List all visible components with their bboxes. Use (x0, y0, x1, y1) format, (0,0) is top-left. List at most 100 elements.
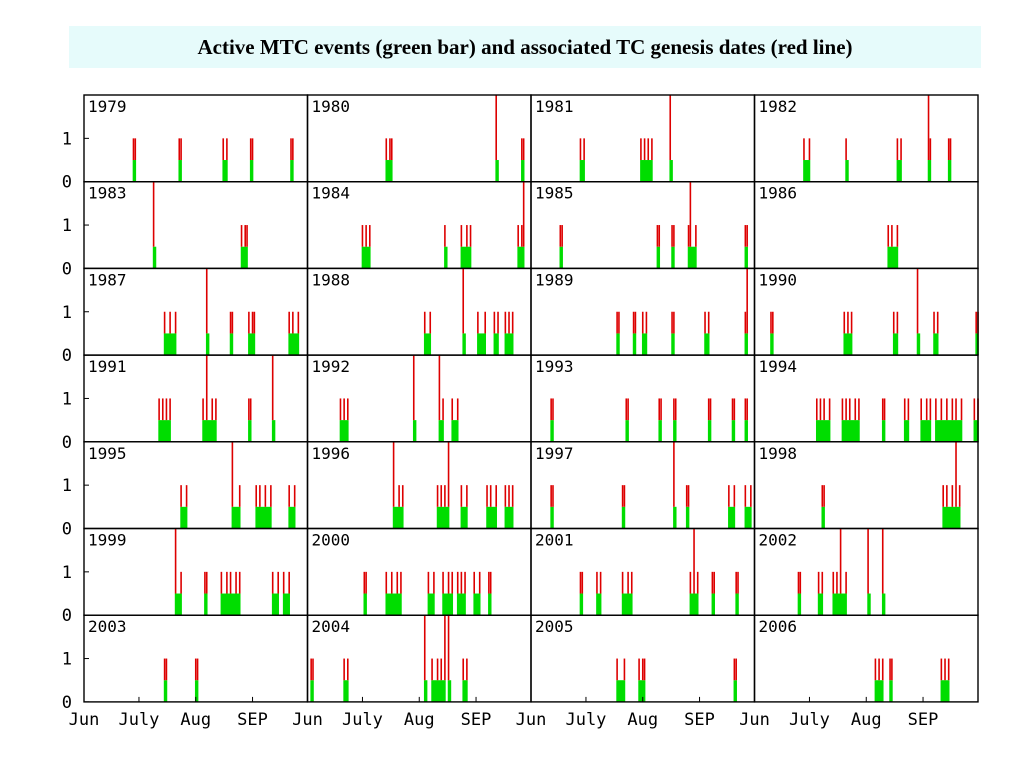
panel-year-label: 1998 (759, 444, 798, 463)
mtc-event-bar (427, 593, 435, 616)
panel-year-label: 1992 (312, 357, 351, 376)
panel-year-label: 1983 (88, 184, 127, 203)
mtc-event-bar (916, 333, 921, 356)
mtc-event-bar (255, 506, 272, 529)
mtc-event-bar (733, 680, 737, 702)
mtc-event-bar (903, 420, 910, 442)
mtc-event-bar (488, 593, 492, 616)
mtc-event-bar (477, 333, 487, 356)
panel-year-label: 1982 (759, 97, 798, 116)
mtc-event-bar (339, 420, 349, 442)
mtc-event-bar (462, 333, 466, 356)
mtc-event-bar (423, 333, 432, 356)
mtc-event-bar (550, 420, 554, 442)
mtc-event-bar (271, 420, 276, 442)
panel-year-label: 1979 (88, 97, 127, 116)
x-tick-label: July (565, 710, 606, 730)
mtc-event-bar (194, 680, 199, 702)
mtc-event-bar (504, 506, 514, 529)
mtc-event-bar (616, 680, 626, 702)
mtc-event-bar (451, 420, 459, 442)
panel-year-label: 2005 (535, 617, 574, 636)
mtc-event-bar (178, 160, 182, 182)
mtc-event-bar (412, 420, 417, 442)
mtc-event-bar (132, 160, 137, 182)
mtc-event-bar (282, 593, 290, 616)
mtc-event-bar (685, 506, 690, 529)
mtc-event-bar (711, 593, 715, 616)
x-tick-label: SEP (237, 710, 268, 730)
mtc-event-bar (687, 246, 697, 269)
mtc-event-bar (770, 333, 774, 356)
x-tick-label: SEP (684, 710, 715, 730)
mtc-event-bar (495, 160, 499, 182)
y-tick-label: 1 (62, 650, 72, 670)
mtc-event-bar (815, 420, 831, 442)
panel-year-label: 1999 (88, 531, 127, 550)
panel-year-label: 1995 (88, 444, 127, 463)
mtc-event-bar (431, 680, 446, 702)
mtc-event-bar (462, 680, 468, 702)
chart-title: Active MTC events (green bar) and associ… (69, 26, 981, 68)
mtc-event-bar (229, 333, 234, 356)
mtc-event-bar (744, 420, 748, 442)
mtc-event-bar (240, 246, 248, 269)
mtc-event-bar (152, 246, 157, 269)
mtc-event-bar (596, 593, 602, 616)
mtc-event-bar (248, 420, 252, 442)
x-tick-label: July (789, 710, 830, 730)
mtc-event-bar (728, 506, 736, 529)
mtc-event-bar (343, 680, 349, 702)
mtc-event-bar (423, 680, 428, 702)
mtc-event-bar (174, 593, 182, 616)
panel-year-label: 1986 (759, 184, 798, 203)
mtc-event-bar (975, 333, 979, 356)
mtc-event-bar (689, 593, 699, 616)
y-tick-label: 1 (62, 563, 72, 583)
mtc-event-bar (550, 506, 554, 529)
y-tick-label: 1 (62, 129, 72, 149)
mtc-event-bar (920, 420, 932, 442)
mtc-event-bar (947, 160, 952, 182)
mtc-event-bar (704, 333, 710, 356)
x-tick-label: SEP (908, 710, 939, 730)
mtc-event-bar (180, 506, 188, 529)
mtc-event-bar (361, 246, 371, 269)
panel-year-label: 2004 (312, 617, 351, 636)
mtc-event-bar (460, 246, 472, 269)
mtc-event-bar (671, 246, 675, 269)
mtc-event-bar (889, 680, 893, 702)
mtc-event-bar (632, 333, 637, 356)
panel-year-label: 1991 (88, 357, 127, 376)
mtc-event-bar (845, 160, 849, 182)
panel-year-label: 1988 (312, 270, 351, 289)
y-tick-label: 0 (62, 173, 72, 193)
mtc-event-bar (436, 506, 450, 529)
panel-year-label: 1989 (535, 270, 574, 289)
mtc-event-bar (438, 420, 444, 442)
mtc-event-bar (444, 246, 448, 269)
mtc-event-bar (504, 333, 514, 356)
mtc-event-bar (933, 333, 939, 356)
mtc-event-bar (163, 333, 177, 356)
mtc-event-bar (271, 593, 279, 616)
mtc-event-bar (867, 593, 871, 616)
x-tick-label: Aug (180, 710, 211, 730)
mtc-event-bar (204, 593, 208, 616)
y-tick-label: 0 (62, 346, 72, 366)
mtc-event-bar (288, 506, 296, 529)
mtc-event-bar (248, 333, 256, 356)
mtc-event-bar (707, 420, 712, 442)
mtc-event-bar (640, 160, 653, 182)
panel-year-label: 2000 (312, 531, 351, 550)
mtc-event-bar (220, 593, 241, 616)
mtc-event-bar (521, 160, 525, 182)
mtc-event-bar (673, 420, 677, 442)
mtc-event-bar (493, 333, 499, 356)
mtc-event-bar (671, 333, 675, 356)
mtc-event-bar (817, 593, 824, 616)
mtc-event-bar (973, 420, 979, 442)
panel-year-label: 1987 (88, 270, 127, 289)
mtc-event-bar (579, 160, 585, 182)
